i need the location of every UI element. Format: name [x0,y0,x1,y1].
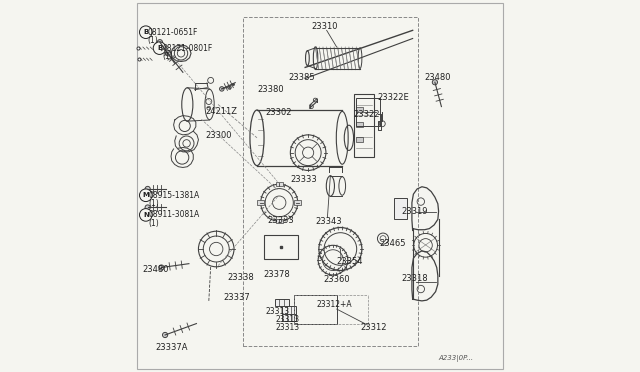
Text: 23322: 23322 [353,110,380,119]
Bar [294,295,337,324]
Bar [276,219,283,224]
Text: 24211Z: 24211Z [206,108,238,116]
Text: 23333: 23333 [291,175,317,184]
Text: (1): (1) [148,36,159,45]
Bar [356,98,380,126]
Text: 23354: 23354 [337,257,363,266]
Text: 23318: 23318 [401,274,428,283]
Bar [294,201,301,205]
Text: 23343: 23343 [315,217,342,226]
Text: 23360: 23360 [324,275,350,284]
Text: 23337: 23337 [223,293,250,302]
Text: 23378: 23378 [264,270,291,279]
Text: 23313: 23313 [276,315,300,324]
Text: 08915-1381A: 08915-1381A [148,191,200,200]
Bar [264,235,298,259]
Circle shape [153,42,166,54]
Circle shape [140,26,152,38]
Text: 23333: 23333 [268,216,294,225]
Text: 08121-0651F: 08121-0651F [148,28,198,37]
Text: N: N [143,212,148,218]
Bar [356,122,363,127]
Text: 23312+A: 23312+A [316,300,352,309]
Text: 23313: 23313 [276,323,300,332]
Bar [257,201,264,205]
Circle shape [145,205,150,210]
Text: M: M [142,192,149,198]
Text: 23385: 23385 [289,73,315,82]
Circle shape [140,209,152,221]
Bar [276,182,283,186]
Circle shape [157,39,163,45]
Bar [282,314,296,321]
Circle shape [163,333,168,337]
Text: 23322E: 23322E [378,93,409,102]
Circle shape [159,265,164,270]
Text: 23310: 23310 [312,22,338,31]
Text: B: B [157,45,162,51]
Text: 23337A: 23337A [155,343,188,352]
Text: 23480: 23480 [142,265,168,274]
Text: 23338: 23338 [227,273,254,282]
Text: 23319: 23319 [401,207,428,216]
Bar [356,108,363,112]
Text: 23380: 23380 [257,85,284,94]
Circle shape [140,189,152,202]
Text: 23480: 23480 [424,73,451,82]
Circle shape [166,51,171,56]
Bar [394,198,407,219]
Text: 23465: 23465 [380,239,406,248]
Text: 08911-3081A: 08911-3081A [148,211,200,219]
Text: 23312: 23312 [360,323,387,332]
Bar [275,299,289,307]
Circle shape [432,80,438,85]
Bar [354,94,374,157]
Text: A233|0P...: A233|0P... [438,355,474,362]
Text: 23313: 23313 [265,307,289,316]
Circle shape [145,186,150,192]
Text: (1): (1) [163,52,173,61]
Bar [282,307,296,314]
Circle shape [220,87,224,91]
Bar [356,137,363,141]
Text: (1): (1) [148,219,159,228]
Text: (1): (1) [148,199,159,208]
Text: 23300: 23300 [206,131,232,141]
Text: 23302: 23302 [266,108,292,117]
Text: 08121-0801F: 08121-0801F [163,44,212,52]
Text: B: B [143,29,148,35]
